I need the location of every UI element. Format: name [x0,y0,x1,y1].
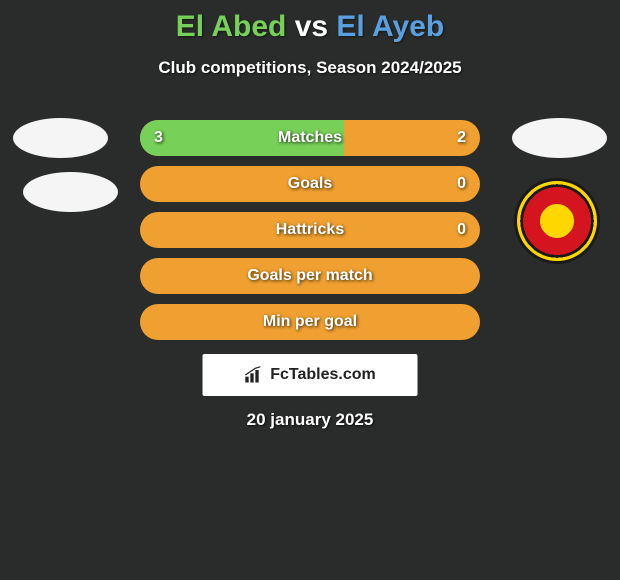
player1-logo-placeholder [13,118,108,158]
row-label: Goals per match [140,267,480,285]
row-right-value: 0 [457,175,466,193]
stat-row: Goals per match [140,258,480,294]
row-right-value: 0 [457,221,466,239]
date-text: 20 january 2025 [0,410,620,430]
page-title: El Abed vs El Ayeb [0,0,620,44]
player2-club-crest [514,178,600,264]
subtitle: Club competitions, Season 2024/2025 [0,58,620,78]
chart-icon [244,366,264,384]
player2-name: El Ayeb [336,10,444,43]
row-label: Hattricks [140,221,480,239]
fctables-brand: FcTables.com [203,354,418,396]
stats-rows: Matches32Goals0Hattricks0Goals per match… [140,120,480,350]
row-label: Matches [140,129,480,147]
player2-logo-placeholder [512,118,607,158]
player1-name: El Abed [176,10,287,43]
container: El Abed vs El Ayeb Club competitions, Se… [0,0,620,580]
row-label: Min per goal [140,313,480,331]
brand-text: FcTables.com [270,366,376,384]
vs-text: vs [295,10,328,43]
row-left-value: 3 [154,129,163,147]
stat-row: Min per goal [140,304,480,340]
stat-row: Matches3 2 [140,120,480,156]
row-right-value: 2 [457,129,466,147]
stat-row: Hattricks0 [140,212,480,248]
row-label: Goals [140,175,480,193]
player1-logo-placeholder-2 [23,172,118,212]
stat-row: Goals0 [140,166,480,202]
